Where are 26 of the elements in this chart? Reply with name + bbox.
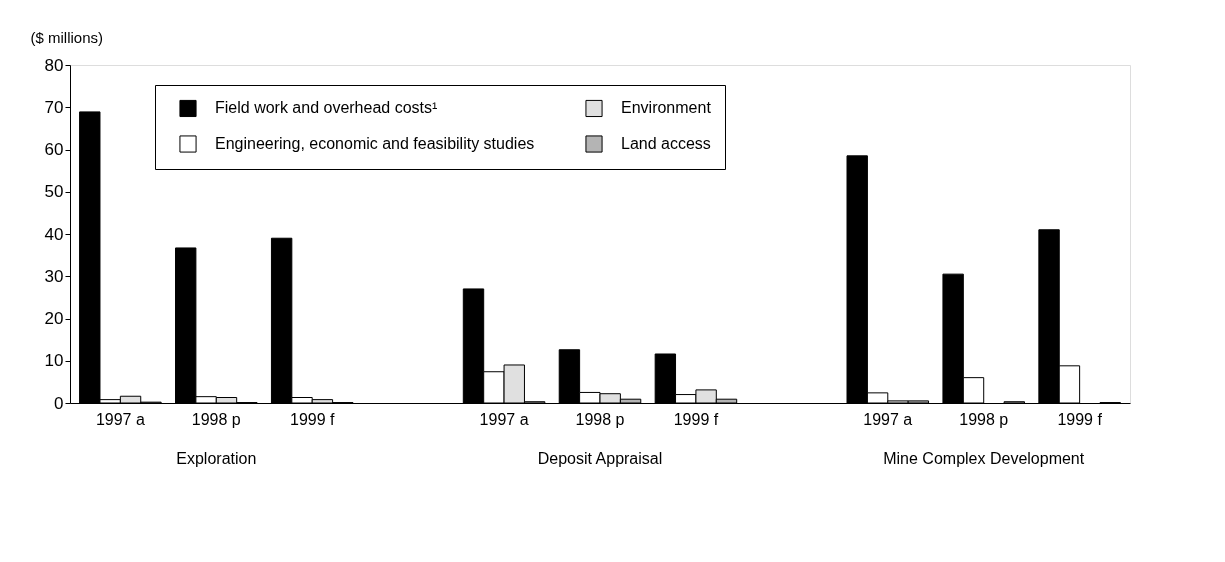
text: Mine Complex Development (883, 450, 1085, 467)
x-tick-label: 1998 p (575, 410, 625, 428)
legend-label: Engineering, economic and feasibility studies (215, 135, 535, 152)
y-tick-label: 40 (44, 224, 64, 244)
x-tick-label: 1998 p (191, 410, 241, 428)
x-tick-label: 1998 p (959, 410, 1009, 428)
y-tick-label: 30 (44, 266, 64, 286)
y-tick-label: 50 (44, 182, 64, 202)
x-tick-label: 1999 f (673, 410, 719, 428)
x-tick-label: 1999 f (289, 410, 336, 428)
text: Deposit Appraisal (537, 450, 663, 467)
y-axis-title: ($ millions) (30, 28, 104, 46)
y-tick-label: 0 (54, 393, 64, 413)
x-tick-label: 1997 a (95, 410, 145, 428)
text: Exploration (176, 450, 257, 467)
y-tick-label: 10 (44, 351, 64, 371)
y-tick-label: 20 (44, 309, 64, 328)
legend-label: Field work and overhead costs¹ (215, 99, 438, 117)
legend-label: Land access (621, 135, 711, 152)
y-tick-label: 70 (44, 97, 64, 117)
x-tick-label: 1999 f (1057, 410, 1103, 428)
x-tick-label: 1997 a (863, 410, 913, 428)
y-tick-label: 60 (44, 140, 64, 159)
legend-label: Environment (621, 99, 712, 117)
x-tick-label: 1997 a (479, 410, 529, 428)
y-tick-label: 80 (44, 55, 64, 75)
